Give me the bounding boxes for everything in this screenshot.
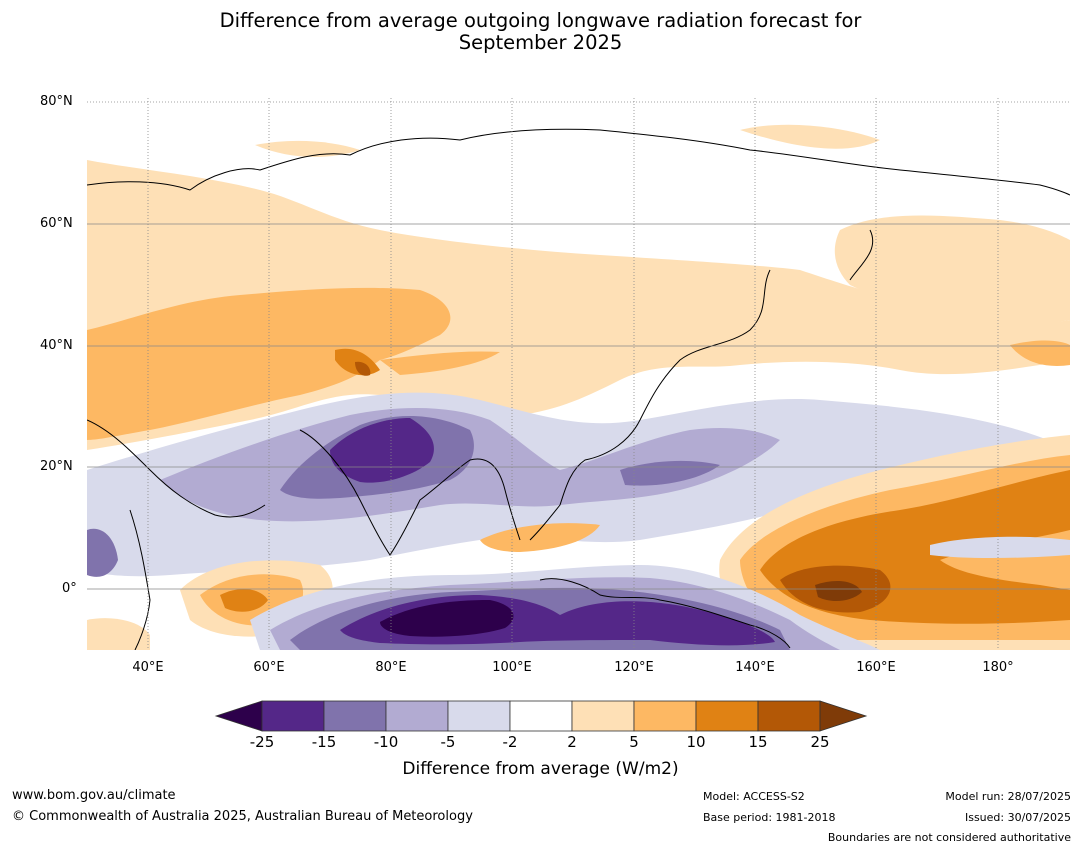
colorbar-bin <box>447 700 511 732</box>
anomaly-field <box>834 215 1070 328</box>
anomaly-field <box>380 600 514 637</box>
anomaly-field <box>355 361 371 376</box>
anomaly-fields <box>87 124 1070 650</box>
lon-label: 180° <box>982 660 1014 675</box>
colorbar-bin <box>509 700 573 732</box>
anomaly-field <box>1010 340 1070 366</box>
copyright-text: © Commonwealth of Australia 2025, Austra… <box>12 809 473 824</box>
colorbar-tick: 2 <box>567 733 577 751</box>
colorbar-bin <box>571 700 635 732</box>
colorbar-bin <box>261 700 325 732</box>
lon-label: 140°E <box>735 660 775 675</box>
model-name: Model: ACCESS-S2 <box>703 790 805 803</box>
colorbar-bin <box>323 700 387 732</box>
gridlines <box>87 98 1070 650</box>
colorbar-tick: 10 <box>686 733 706 751</box>
lat-label: 20°N <box>40 459 73 474</box>
colorbar-extend-max <box>819 700 868 732</box>
lon-label: 100°E <box>492 660 532 675</box>
anomaly-field <box>740 124 880 149</box>
website-link[interactable]: www.bom.gov.au/climate <box>12 788 176 803</box>
anomaly-field <box>87 287 451 440</box>
colorbar-bin <box>695 700 759 732</box>
colorbar-extend-min <box>214 700 263 732</box>
title-line-2: September 2025 <box>458 31 623 54</box>
lat-label: 0° <box>62 581 77 596</box>
issued-date: Issued: 30/07/2025 <box>964 811 1071 824</box>
anomaly-field <box>87 528 118 577</box>
colorbar-tick: -25 <box>249 733 275 751</box>
anomaly-field <box>380 351 500 375</box>
model-run-date: Model run: 28/07/2025 <box>945 790 1071 803</box>
colorbar-bin <box>757 700 821 732</box>
colorbar-tick: -15 <box>311 733 337 751</box>
coastline <box>849 229 874 281</box>
anomaly-field <box>930 536 1070 559</box>
colorbar-tick: 5 <box>629 733 639 751</box>
base-period: Base period: 1981-2018 <box>703 811 836 824</box>
lat-label: 40°N <box>40 338 73 353</box>
colorbar-bin <box>385 700 449 732</box>
chart-title: Difference from average outgoing longwav… <box>0 10 1081 54</box>
colorbar <box>214 700 868 732</box>
anomaly-field <box>220 588 268 612</box>
lon-label: 40°E <box>132 660 164 675</box>
anomaly-field <box>480 523 600 552</box>
lat-label: 80°N <box>40 94 73 109</box>
lat-label: 60°N <box>40 216 73 231</box>
coastline <box>87 419 266 518</box>
anomaly-field <box>255 140 360 157</box>
coastlines <box>87 128 1070 650</box>
boundaries-note: Boundaries are not considered authoritat… <box>827 831 1071 844</box>
anomaly-field <box>815 580 862 602</box>
coastline <box>87 128 1070 196</box>
anomaly-field <box>330 418 434 483</box>
coastline <box>529 269 771 541</box>
colorbar-title: Difference from average (W/m2) <box>402 759 679 779</box>
coastline <box>299 429 521 556</box>
anomaly-field <box>87 618 150 650</box>
colorbar-tick: -5 <box>440 733 456 751</box>
colorbar-tick: 15 <box>748 733 768 751</box>
coastline <box>129 509 151 650</box>
lon-label: 60°E <box>253 660 285 675</box>
lon-label: 120°E <box>614 660 654 675</box>
colorbar-tick: -10 <box>373 733 399 751</box>
coastline <box>539 578 791 649</box>
colorbar-tick: 25 <box>810 733 830 751</box>
title-line-1: Difference from average outgoing longwav… <box>219 9 862 32</box>
colorbar-bin <box>633 700 697 732</box>
colorbar-tick: -2 <box>502 733 518 751</box>
lon-label: 160°E <box>856 660 896 675</box>
lon-label: 80°E <box>375 660 407 675</box>
